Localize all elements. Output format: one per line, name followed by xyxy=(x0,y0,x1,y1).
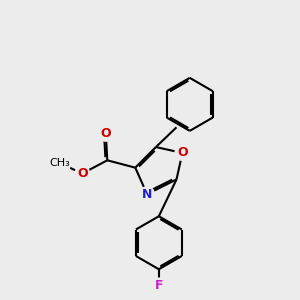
Circle shape xyxy=(75,166,90,181)
Circle shape xyxy=(140,187,154,202)
Text: O: O xyxy=(77,167,88,180)
Circle shape xyxy=(152,278,166,293)
Circle shape xyxy=(50,153,70,174)
Circle shape xyxy=(98,126,113,141)
Text: CH₃: CH₃ xyxy=(50,158,70,168)
Text: O: O xyxy=(100,127,111,140)
Text: O: O xyxy=(177,146,188,159)
Circle shape xyxy=(175,146,190,160)
Text: F: F xyxy=(154,279,163,292)
Text: N: N xyxy=(142,188,152,201)
